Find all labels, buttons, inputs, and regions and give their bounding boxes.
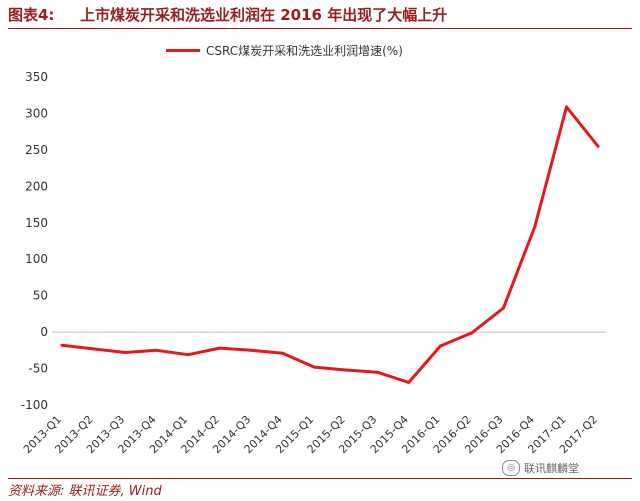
data-point [186, 353, 190, 357]
y-tick-label: 350 [25, 70, 48, 84]
y-tick-label: -100 [21, 398, 48, 412]
data-point [155, 348, 159, 352]
legend-swatch [166, 48, 200, 52]
y-tick-label: 200 [25, 179, 48, 193]
data-point [344, 368, 348, 372]
source-note: 资料来源: 联讯证券, Wind [8, 484, 162, 499]
data-point [92, 347, 96, 351]
data-point [438, 344, 442, 348]
figure-header: 图表4: 上市煤炭开采和洗选业利润在 2016 年出现了大幅上升 [0, 0, 640, 30]
chart-legend: CSRC煤炭开采和洗选业利润增速(%) [166, 40, 403, 60]
data-point [60, 343, 64, 347]
legend-label: CSRC煤炭开采和洗选业利润增速(%) [206, 43, 403, 58]
data-point [123, 351, 127, 355]
y-tick-label: 150 [25, 216, 48, 230]
data-point [312, 365, 316, 369]
data-point [470, 331, 474, 335]
y-tick-label: 250 [25, 143, 48, 157]
y-tick-label: -50 [28, 362, 48, 376]
data-point [375, 370, 379, 374]
watermark-text: 联讯麒麟堂 [524, 462, 579, 475]
data-point [281, 351, 285, 355]
header-divider [8, 28, 632, 29]
data-point [501, 306, 505, 310]
chart-title: 上市煤炭开采和洗选业利润在 2016 年出现了大幅上升 [80, 6, 448, 24]
y-tick-label: 50 [33, 289, 48, 303]
series-line [60, 105, 600, 384]
watermark: ◎ 联讯麒麟堂 [502, 460, 579, 476]
y-tick-label: 300 [25, 106, 48, 120]
data-point [407, 380, 411, 384]
data-point [596, 144, 600, 148]
figure-label: 图表4: [8, 6, 55, 24]
data-point [249, 348, 253, 352]
y-tick-label: 100 [25, 252, 48, 266]
footer-divider [8, 478, 632, 479]
wechat-icon: ◎ [502, 460, 520, 476]
y-tick-label: 0 [40, 325, 48, 339]
data-point [533, 224, 537, 228]
data-point [564, 105, 568, 109]
data-point [218, 346, 222, 350]
